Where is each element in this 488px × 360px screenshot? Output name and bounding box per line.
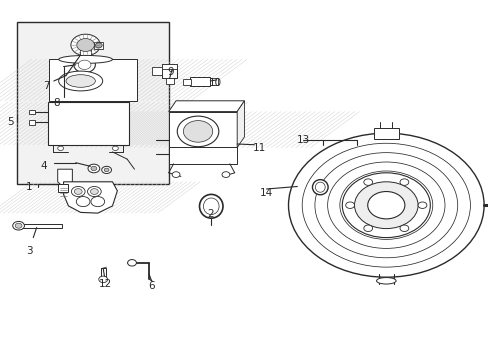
Circle shape xyxy=(112,146,118,150)
Circle shape xyxy=(88,164,100,173)
Circle shape xyxy=(78,60,91,69)
Circle shape xyxy=(71,186,85,197)
Circle shape xyxy=(417,202,426,208)
Ellipse shape xyxy=(59,55,112,63)
Circle shape xyxy=(58,146,63,150)
Bar xyxy=(22,224,61,228)
Bar xyxy=(168,112,237,148)
Circle shape xyxy=(104,168,109,172)
Bar xyxy=(168,147,237,164)
Circle shape xyxy=(345,202,354,208)
Ellipse shape xyxy=(315,182,325,192)
Polygon shape xyxy=(63,182,117,213)
Bar xyxy=(17,22,168,184)
Circle shape xyxy=(399,225,408,231)
Circle shape xyxy=(13,221,24,230)
Ellipse shape xyxy=(183,121,212,142)
Text: 14: 14 xyxy=(259,188,273,198)
Text: 8: 8 xyxy=(53,98,60,108)
Circle shape xyxy=(127,260,136,266)
Ellipse shape xyxy=(177,116,219,147)
Bar xyxy=(165,78,173,84)
Circle shape xyxy=(354,182,417,229)
Bar xyxy=(49,59,137,101)
Ellipse shape xyxy=(59,71,102,91)
Circle shape xyxy=(71,34,100,56)
Text: 6: 6 xyxy=(148,281,155,291)
Circle shape xyxy=(102,166,111,174)
Circle shape xyxy=(288,133,483,277)
Bar xyxy=(94,42,103,49)
Ellipse shape xyxy=(199,194,223,218)
Bar xyxy=(48,102,128,145)
Text: 5: 5 xyxy=(7,117,14,127)
Circle shape xyxy=(99,276,107,283)
Text: 4: 4 xyxy=(41,161,47,171)
Bar xyxy=(373,128,398,139)
Bar xyxy=(210,78,218,85)
Text: 11: 11 xyxy=(252,143,265,153)
Ellipse shape xyxy=(203,198,219,215)
Circle shape xyxy=(363,225,372,231)
Bar xyxy=(162,64,177,78)
Bar xyxy=(189,77,210,86)
Text: 2: 2 xyxy=(206,209,213,219)
Text: 12: 12 xyxy=(98,279,112,289)
Bar xyxy=(101,268,105,278)
Bar xyxy=(58,184,68,192)
Circle shape xyxy=(172,172,180,177)
Circle shape xyxy=(74,189,82,194)
Polygon shape xyxy=(58,169,72,187)
Circle shape xyxy=(77,39,94,51)
Text: 13: 13 xyxy=(296,135,309,145)
Circle shape xyxy=(91,197,104,207)
Text: 7: 7 xyxy=(43,81,50,91)
Circle shape xyxy=(15,223,22,228)
Circle shape xyxy=(367,192,404,219)
Text: 10: 10 xyxy=(208,78,221,88)
Text: 3: 3 xyxy=(26,246,33,256)
Circle shape xyxy=(87,186,101,197)
Ellipse shape xyxy=(312,180,327,195)
Ellipse shape xyxy=(66,75,95,87)
Circle shape xyxy=(399,179,408,185)
Circle shape xyxy=(222,172,229,177)
Bar xyxy=(80,46,91,56)
Circle shape xyxy=(91,166,97,171)
Bar xyxy=(151,67,162,75)
Circle shape xyxy=(74,57,95,73)
Polygon shape xyxy=(162,64,177,69)
Circle shape xyxy=(363,179,372,185)
Polygon shape xyxy=(168,101,244,112)
Text: 1: 1 xyxy=(26,182,33,192)
Bar xyxy=(29,110,35,114)
Ellipse shape xyxy=(376,278,395,284)
Text: 9: 9 xyxy=(167,67,174,77)
Polygon shape xyxy=(237,101,244,148)
Bar xyxy=(183,79,191,85)
Circle shape xyxy=(90,189,98,194)
Bar xyxy=(29,120,35,125)
Circle shape xyxy=(76,197,90,207)
Circle shape xyxy=(95,43,102,48)
Circle shape xyxy=(342,173,429,238)
